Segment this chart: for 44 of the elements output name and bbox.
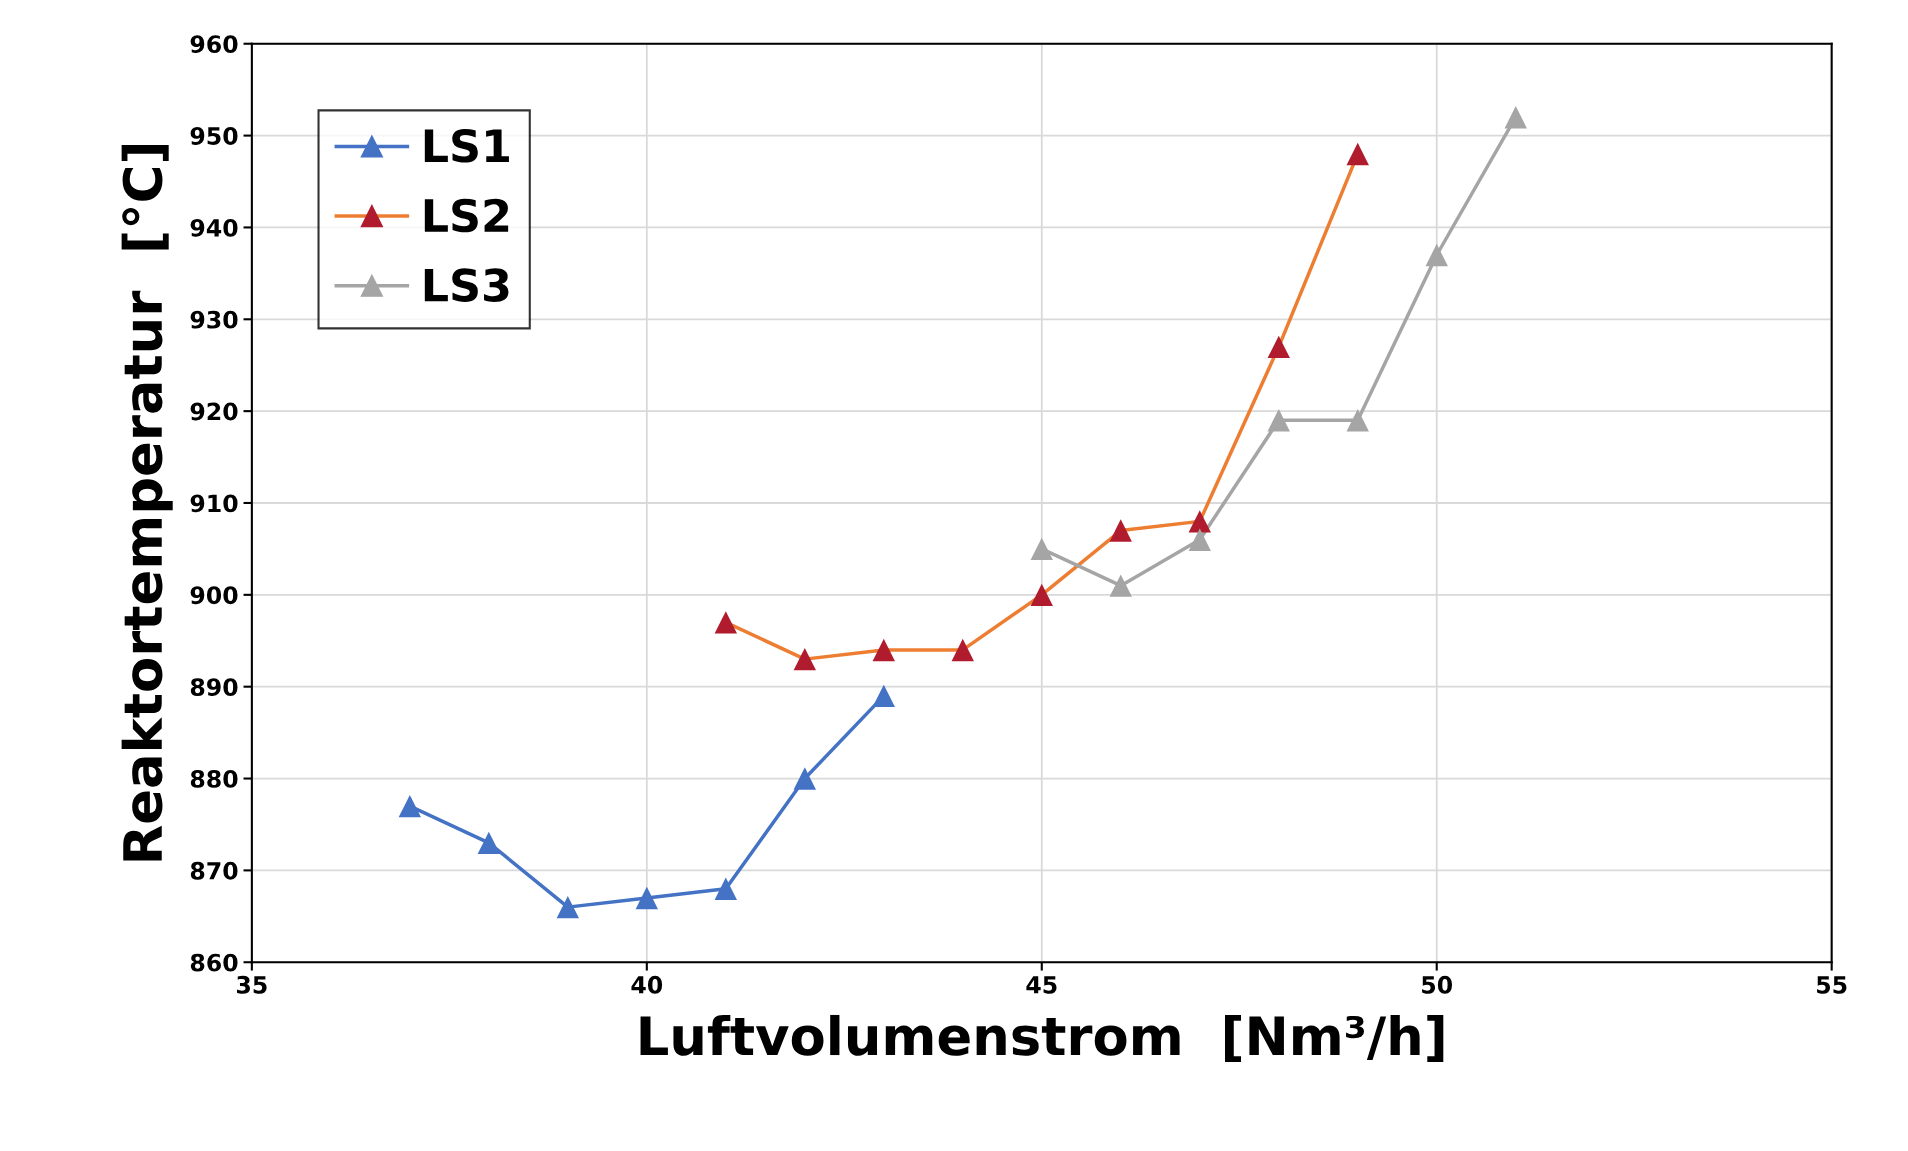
y-tick-label: 910: [190, 494, 238, 513]
x-tick-label: 55: [1817, 976, 1847, 994]
point: [1425, 243, 1448, 267]
y-tick-label: 960: [190, 35, 238, 54]
x-tick-label: 45: [1026, 976, 1057, 994]
point: [556, 895, 580, 919]
point: [1188, 510, 1211, 533]
point: [714, 877, 737, 900]
point: [635, 886, 659, 910]
point: [714, 611, 737, 634]
point: [1109, 519, 1132, 542]
point: [1346, 409, 1369, 432]
point: [951, 638, 974, 662]
point: [1267, 409, 1290, 432]
y-tick-label: 950: [190, 127, 238, 145]
x-tick-label: 50: [1422, 975, 1453, 994]
legend-label: LS2: [424, 198, 509, 233]
point: [1188, 528, 1211, 551]
y-tick-label: 940: [190, 218, 238, 237]
point: [1109, 574, 1132, 597]
point: [793, 767, 816, 790]
x-axis-title: Luftvolumenstrom [Nm³/h]: [640, 1014, 1444, 1063]
y-tick-label: 870: [190, 861, 238, 880]
point: [1346, 142, 1369, 166]
y-tick-label: 890: [190, 678, 238, 696]
point: [1030, 537, 1053, 561]
y-tick-label: 930: [190, 310, 238, 329]
point: [477, 831, 501, 855]
y-axis-title: Reaktortemperatur [°C]: [121, 145, 173, 861]
point: [872, 638, 895, 662]
point: [872, 684, 895, 708]
point: [1267, 335, 1290, 359]
point: [1504, 106, 1527, 129]
y-tick-label: 860: [190, 953, 238, 972]
point: [398, 794, 422, 818]
point: [1030, 583, 1053, 607]
x-tick-label: 35: [237, 975, 267, 994]
legend-label: LS1: [424, 128, 509, 163]
y-tick-label: 920: [190, 402, 238, 421]
x-tick-label: 40: [631, 975, 663, 994]
legend-label: LS3: [424, 268, 509, 302]
point: [793, 647, 816, 671]
y-tick-label: 900: [190, 586, 238, 605]
y-tick-label: 880: [190, 769, 238, 788]
